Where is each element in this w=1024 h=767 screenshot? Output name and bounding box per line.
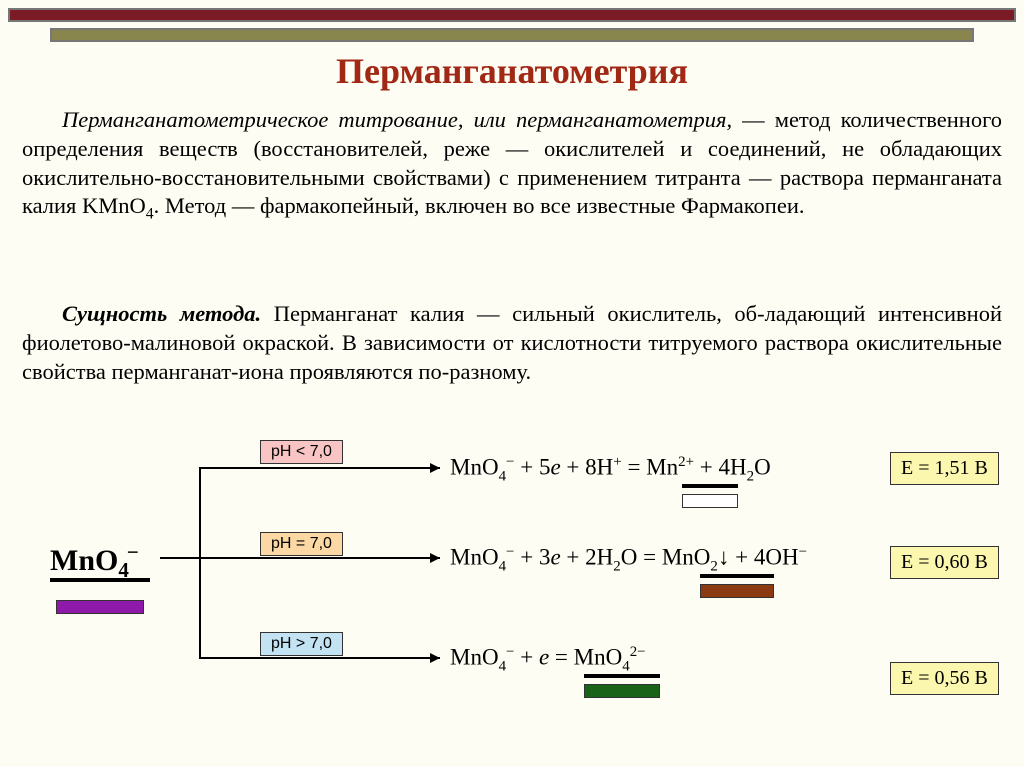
- potential-e3: E = 0,56 B: [890, 662, 999, 695]
- potential-e2: E = 0,60 B: [890, 546, 999, 579]
- decor-bar-top: [8, 8, 1016, 22]
- ph-label-acidic: pH < 7,0: [260, 440, 343, 464]
- eq2-mno2-underline: [700, 574, 774, 578]
- arrows: [20, 440, 450, 740]
- eq1-mn-underline: [682, 484, 738, 488]
- ph-label-neutral: pH = 7,0: [260, 532, 343, 556]
- equation-2: MnO4− + 3e + 2H2O = MnO2↓ + 4OH−: [450, 544, 807, 575]
- equation-3: MnO4− + e = MnO42−: [450, 644, 646, 675]
- paragraph-2: Сущность метода. Перманганат калия — сил…: [22, 300, 1002, 386]
- equation-1: MnO4− + 5e + 8H+ = Mn2+ + 4H2O: [450, 454, 771, 485]
- decor-bar-second: [50, 28, 974, 42]
- potential-e1: E = 1,51 B: [890, 452, 999, 485]
- paragraph-1: Перманганатометрическое титрование, или …: [22, 106, 1002, 225]
- reaction-diagram: MnO4− pH < 7,0 pH = 7,0 pH > 7,0 MnO4− +…: [20, 440, 1004, 750]
- eq3-mno4-underline: [584, 674, 660, 678]
- ph-label-basic: pH > 7,0: [260, 632, 343, 656]
- color-bar-white: [682, 494, 738, 508]
- page-title: Перманганатометрия: [0, 50, 1024, 92]
- color-bar-brown: [700, 584, 774, 598]
- color-bar-green: [584, 684, 660, 698]
